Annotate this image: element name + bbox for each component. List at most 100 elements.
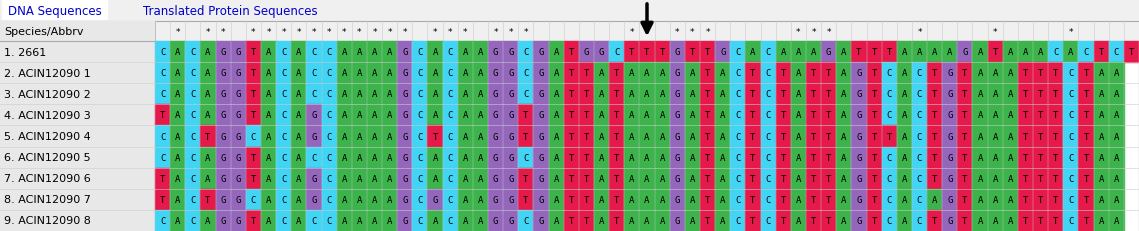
Bar <box>0 84 155 105</box>
Text: G: G <box>508 69 514 78</box>
Text: G: G <box>674 216 680 225</box>
Text: A: A <box>629 216 634 225</box>
Text: T: T <box>705 90 711 99</box>
Text: A: A <box>1008 48 1013 57</box>
Text: A: A <box>720 174 726 183</box>
Bar <box>882 189 896 210</box>
Bar <box>851 147 867 168</box>
Bar <box>155 210 170 231</box>
Text: A: A <box>690 69 695 78</box>
Bar <box>261 84 276 105</box>
Text: T: T <box>614 174 620 183</box>
Bar <box>639 42 655 63</box>
Bar <box>337 168 352 189</box>
Text: A: A <box>1008 195 1013 204</box>
Bar <box>564 147 579 168</box>
Bar <box>1002 105 1018 126</box>
Text: C: C <box>327 216 331 225</box>
Text: T: T <box>1054 132 1058 141</box>
Text: A: A <box>371 69 377 78</box>
Bar <box>398 126 412 147</box>
Bar <box>1108 42 1124 63</box>
Text: A: A <box>462 153 468 162</box>
Text: G: G <box>221 216 226 225</box>
Bar <box>549 84 564 105</box>
Bar <box>473 168 487 189</box>
Bar <box>624 42 639 63</box>
Bar <box>473 42 487 63</box>
Text: *: * <box>296 27 301 36</box>
Text: T: T <box>811 195 817 204</box>
Text: G: G <box>433 195 437 204</box>
Text: A: A <box>371 48 377 57</box>
Text: A: A <box>1008 174 1013 183</box>
Bar <box>715 84 730 105</box>
Bar <box>882 168 896 189</box>
Bar <box>836 42 851 63</box>
Text: A: A <box>357 216 362 225</box>
Text: *: * <box>493 27 498 36</box>
Text: G: G <box>236 153 241 162</box>
Text: T: T <box>886 132 892 141</box>
Text: A: A <box>371 174 377 183</box>
Bar <box>352 147 367 168</box>
Text: T: T <box>826 90 831 99</box>
Bar <box>1018 42 1033 63</box>
Text: 9. ACIN12090 8: 9. ACIN12090 8 <box>5 216 91 225</box>
Bar <box>276 42 292 63</box>
Bar <box>292 168 306 189</box>
Bar <box>1079 84 1093 105</box>
Bar <box>292 210 306 231</box>
Bar <box>337 147 352 168</box>
Text: A: A <box>357 153 362 162</box>
Text: G: G <box>584 48 589 57</box>
Text: *: * <box>252 27 255 36</box>
Text: A: A <box>175 90 180 99</box>
Bar <box>806 210 821 231</box>
Text: G: G <box>493 153 498 162</box>
Text: A: A <box>296 48 302 57</box>
Bar <box>533 189 549 210</box>
Text: T: T <box>871 90 877 99</box>
Bar <box>1108 147 1124 168</box>
Bar <box>1064 84 1079 105</box>
Bar <box>398 105 412 126</box>
Text: A: A <box>659 132 665 141</box>
Bar <box>200 84 215 105</box>
Text: A: A <box>841 195 846 204</box>
Text: A: A <box>554 174 559 183</box>
Text: 7. ACIN12090 6: 7. ACIN12090 6 <box>5 173 91 183</box>
Bar <box>0 63 155 84</box>
Bar <box>427 210 443 231</box>
Bar <box>685 210 700 231</box>
Text: C: C <box>765 90 771 99</box>
Bar <box>790 84 806 105</box>
Bar <box>0 22 155 42</box>
Text: A: A <box>659 174 665 183</box>
Bar <box>821 210 836 231</box>
Bar <box>549 105 564 126</box>
Bar <box>1033 126 1048 147</box>
Bar <box>533 210 549 231</box>
Text: A: A <box>796 174 801 183</box>
Bar <box>170 189 186 210</box>
Bar <box>670 126 685 147</box>
Text: A: A <box>462 216 468 225</box>
Text: A: A <box>1008 216 1013 225</box>
Bar <box>215 189 231 210</box>
Text: C: C <box>281 174 286 183</box>
Bar <box>851 84 867 105</box>
Text: C: C <box>917 69 923 78</box>
Bar <box>609 147 624 168</box>
Text: G: G <box>674 132 680 141</box>
Bar <box>518 42 533 63</box>
Bar <box>1093 63 1108 84</box>
Text: A: A <box>296 195 302 204</box>
Text: C: C <box>523 90 528 99</box>
Text: A: A <box>841 90 846 99</box>
Text: A: A <box>462 90 468 99</box>
Bar <box>0 189 155 210</box>
Text: T: T <box>568 111 574 120</box>
Bar <box>458 147 473 168</box>
Bar <box>988 168 1002 189</box>
